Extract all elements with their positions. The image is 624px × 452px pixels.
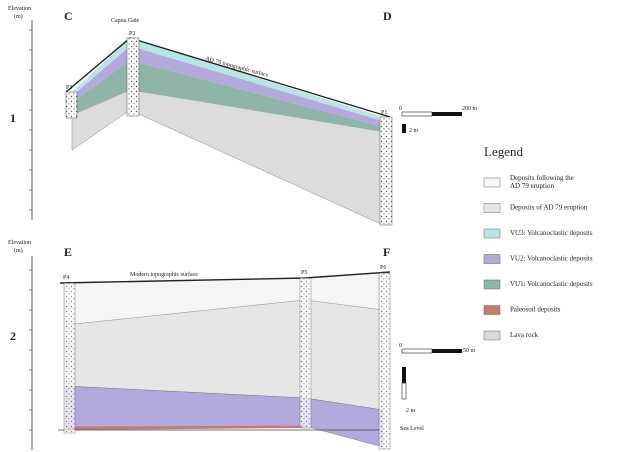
scale-bar: 0 50 m 2 m Sea Level [399,343,476,432]
surface-label: Modern topographic surface [130,271,198,278]
profile-label: P3 [66,85,72,91]
scale-label: 200 m [462,106,478,112]
axis-ticks [29,270,32,430]
section-letter: C [64,9,73,23]
axis-label: Elevation [8,240,31,246]
legend-swatch [484,229,500,238]
scale-label: 2 m [409,128,419,134]
section-letter: D [383,9,392,23]
legend-label: AD 79 eruption [510,182,554,190]
legend-label: Deposits of AD 79 eruption [510,204,588,212]
axis-label: (m) [14,13,23,20]
panel-number: 1 [10,111,16,125]
section-letter: E [64,245,72,259]
borehole [380,117,392,225]
legend-label: Deposits following the [510,174,574,182]
legend-swatch [484,306,500,315]
panel-1: Elevation (m) 1 C D Capua Gate P3 P2 P1 … [8,6,478,225]
legend-swatch [484,178,500,187]
legend-swatch [484,280,500,289]
legend-label: Lava rock [510,331,539,339]
profile-label: P6 [380,265,386,271]
sea-level-label: Sea Level [400,426,424,432]
scale-label: 0 [399,106,402,112]
panel-2: Elevation (m) 2 E F P4 P5 P6 Modern topo… [8,240,476,450]
borehole [127,38,139,116]
legend-title: Legend [484,144,523,159]
panel-number: 2 [10,329,16,343]
profile-label: P4 [63,275,69,281]
scale-label: 50 m [463,348,476,354]
legend-swatch [484,204,500,213]
legend-swatch [484,255,500,264]
scale-label: 0 [399,343,402,349]
borehole [379,273,390,449]
legend-label: VU2: Volcanoclastic deposits [510,255,593,263]
borehole [300,278,311,428]
scale-label: 2 m [406,408,416,414]
gate-label: Capua Gate [111,18,139,24]
axis-label: (m) [14,247,23,254]
legend-label: Paleosoil deposits [510,306,561,314]
borehole [66,92,77,118]
section-letter: F [383,245,390,259]
axis-ticks [29,30,32,210]
profile-label: P2 [129,31,135,37]
figure: Elevation (m) 1 C D Capua Gate P3 P2 P1 … [0,0,624,452]
legend-label: VU1: Volcanoclastic deposits [510,280,593,288]
profile-label: P1 [381,110,387,116]
axis-label: Elevation [8,6,31,12]
legend-label: VU3: Volcanoclastic deposits [510,229,593,237]
borehole [64,283,75,433]
profile-label: P5 [301,270,307,276]
scale-bar: 0 200 m 2 m [399,106,478,134]
legend-swatch [484,331,500,340]
